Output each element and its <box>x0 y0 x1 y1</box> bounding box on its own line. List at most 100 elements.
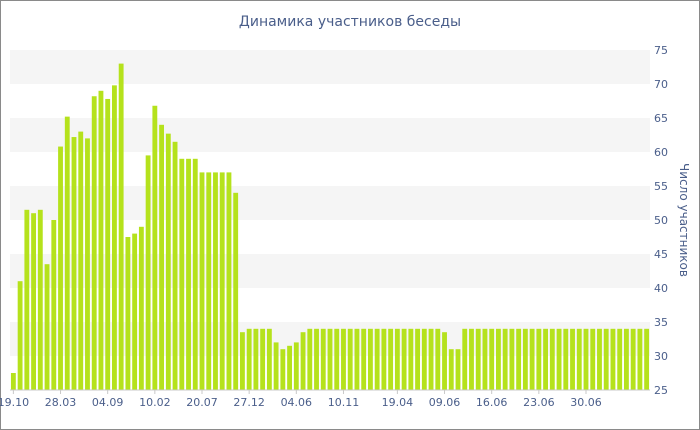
y-tick-label: 30 <box>654 350 668 363</box>
chart-bar <box>442 332 447 390</box>
chart-bar <box>482 328 488 390</box>
chart-bar <box>179 158 185 390</box>
chart-bar <box>98 90 104 391</box>
chart-bar <box>354 328 360 390</box>
chart-bar <box>341 328 346 390</box>
chart-bar <box>623 328 629 390</box>
chart-bar <box>31 213 37 390</box>
x-tick-label: 16.06 <box>476 396 508 409</box>
chart-bar <box>610 328 616 390</box>
chart-bar <box>165 133 171 390</box>
chart-bar <box>475 328 481 390</box>
x-tick-label: 28.03 <box>45 396 77 409</box>
y-tick-label: 40 <box>654 282 668 295</box>
chart-bar <box>192 158 198 390</box>
chart-bar <box>536 328 542 390</box>
chart-bar <box>381 328 387 390</box>
chart-bar <box>253 328 259 390</box>
chart-bar <box>597 328 602 390</box>
chart-bar <box>374 328 380 390</box>
chart-bar <box>590 328 596 390</box>
chart-bar <box>469 328 474 390</box>
chart-bar <box>118 63 124 390</box>
chart-bar <box>51 220 57 390</box>
x-tick-label: 09.06 <box>429 396 461 409</box>
chart-bar <box>287 345 293 390</box>
chart-bar <box>576 328 582 390</box>
chart-bar <box>44 264 50 390</box>
chart-bar <box>644 328 650 390</box>
chart-bar <box>260 328 266 390</box>
chart-bar <box>502 328 508 390</box>
chart-bar <box>388 328 394 390</box>
x-tick-label: 04.06 <box>281 396 313 409</box>
chart-bar <box>105 98 111 391</box>
chart-bar <box>462 328 468 390</box>
y-tick-label: 50 <box>654 214 668 227</box>
chart-bar <box>570 328 575 390</box>
chart-bar <box>361 328 367 390</box>
chart-bar <box>152 105 158 390</box>
y-tick-label: 55 <box>654 180 668 193</box>
chart-bar <box>219 172 225 390</box>
chart-bar <box>583 328 589 390</box>
chart-bar <box>435 328 441 390</box>
y-tick-label: 75 <box>654 44 668 57</box>
x-tick-label: 30.06 <box>570 396 602 409</box>
chart-bar <box>186 158 191 390</box>
chart-bar <box>603 328 609 390</box>
chart-bar <box>64 116 70 390</box>
chart-bar <box>448 349 454 390</box>
chart-bar <box>138 226 144 390</box>
chart-bar <box>489 328 495 390</box>
chart-bar <box>85 138 90 390</box>
chart-bar <box>617 328 623 390</box>
grid-band <box>10 50 650 84</box>
chart-bar <box>24 209 30 390</box>
chart-bar <box>300 332 306 390</box>
chart-bar <box>10 373 16 390</box>
chart-bar <box>71 137 77 390</box>
chart-bar <box>509 328 515 390</box>
chart-bar <box>111 85 117 391</box>
chart-bar <box>455 349 461 390</box>
chart-bar <box>327 328 333 390</box>
chart-bar <box>529 328 535 390</box>
chart-bar <box>307 328 313 390</box>
chart-bar <box>266 328 272 390</box>
x-tick-label: 20.07 <box>186 396 218 409</box>
chart-bar <box>213 172 218 390</box>
chart-bar <box>522 328 528 390</box>
chart-bar <box>145 155 151 390</box>
chart-bar <box>347 328 353 390</box>
chart-bar <box>280 349 286 390</box>
chart-bar <box>516 328 522 390</box>
chart-bar <box>314 328 319 390</box>
chart-bar <box>159 124 165 391</box>
chart-bar <box>17 281 23 390</box>
chart-bar <box>367 328 373 390</box>
chart-bar <box>543 328 549 390</box>
x-tick-label: 04.09 <box>92 396 124 409</box>
y-tick-label: 70 <box>654 78 668 91</box>
chart-bar <box>415 328 421 390</box>
chart-bar <box>293 342 299 390</box>
chart-bar <box>132 233 138 390</box>
chart-bar <box>78 131 84 390</box>
y-axis-title: Число участников <box>677 163 691 277</box>
y-tick-label: 60 <box>654 146 668 159</box>
chart-bar <box>401 328 407 390</box>
x-tick-label: 19.04 <box>382 396 414 409</box>
chart-bar <box>58 146 63 390</box>
x-tick-label: 27.12 <box>233 396 265 409</box>
chart-bar <box>206 172 212 390</box>
chart-bar <box>199 172 205 390</box>
chart-bar <box>637 328 643 390</box>
chart-bar <box>630 328 636 390</box>
chart-bar <box>233 192 239 390</box>
x-tick-label: 10.02 <box>139 396 171 409</box>
chart-title: Динамика участников беседы <box>238 14 462 30</box>
chart-bar <box>320 328 326 390</box>
chart-bar <box>563 328 569 390</box>
